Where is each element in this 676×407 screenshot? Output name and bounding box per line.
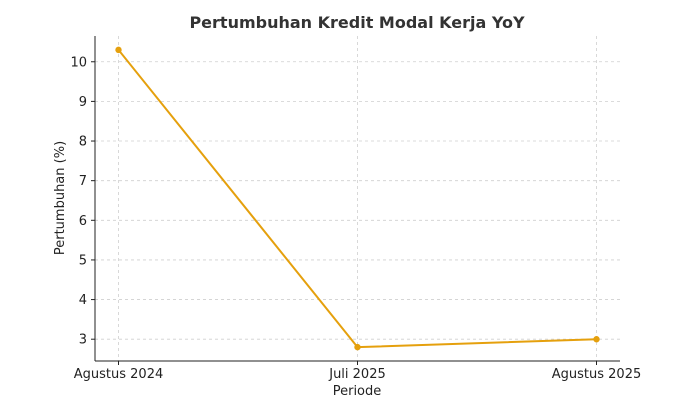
x-tick-label: Agustus 2025 <box>552 367 641 382</box>
y-tick-label: 6 <box>79 214 87 229</box>
y-axis-label: Pertumbuhan (%) <box>53 141 68 255</box>
y-tick-label: 5 <box>79 253 87 268</box>
series-layer <box>115 46 600 351</box>
x-axis-label: Periode <box>333 384 382 399</box>
axes: 3 4 5 6 7 8 9 10 Agustus 2024 Juli 2025 Agustus 20… <box>70 36 641 382</box>
y-tick-label: 8 <box>79 135 87 150</box>
y-tick-label: 10 <box>70 55 87 70</box>
x-tick-label: Agustus 2024 <box>74 367 163 382</box>
y-tick-label: 9 <box>79 95 87 110</box>
data-point <box>115 46 122 54</box>
y-tick-label: 7 <box>79 174 87 189</box>
grid <box>95 36 620 361</box>
x-tick-label: Juli 2025 <box>328 367 386 382</box>
data-point <box>354 343 361 351</box>
y-tick-label: 3 <box>79 333 87 348</box>
data-point <box>593 336 600 343</box>
y-tick-label: 4 <box>79 293 87 308</box>
chart-title: Pertumbuhan Kredit Modal Kerja YoY <box>189 13 525 32</box>
